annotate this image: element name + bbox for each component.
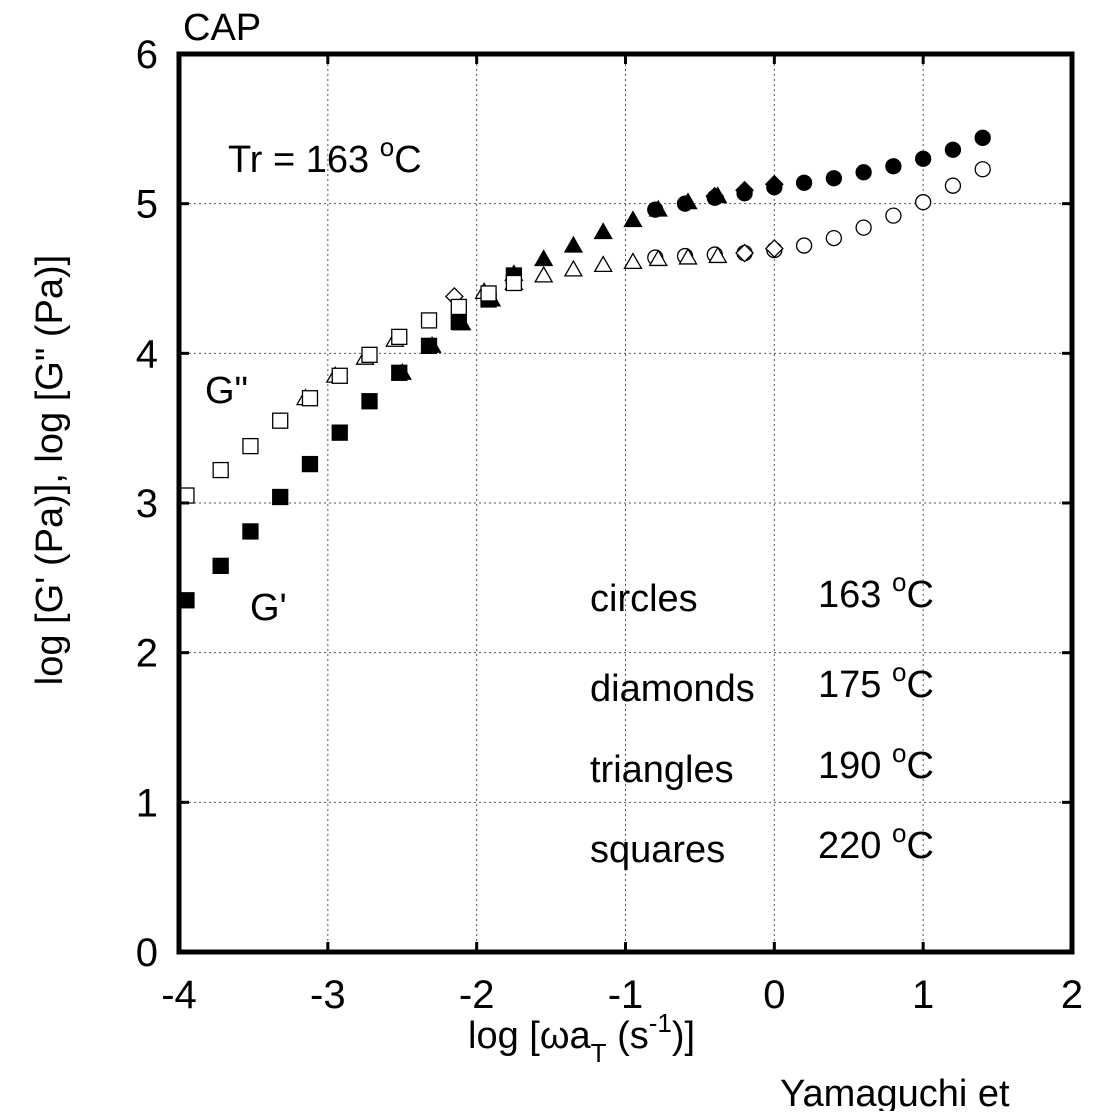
marker-square-open-4: [301, 390, 319, 407]
y-tick-label-3: 3: [136, 482, 158, 526]
marker-circle-filled-10: [944, 141, 962, 158]
x-tick-label-3: -1: [608, 973, 644, 1017]
marker-triangle-open-12: [708, 246, 728, 264]
grid-lines: [179, 54, 1072, 952]
x-tick-label-1: -3: [310, 973, 346, 1017]
marker-square-open-7: [391, 328, 408, 346]
marker-triangle-filled-10: [678, 192, 698, 210]
x-axis-label-sub: T: [591, 1038, 607, 1068]
marker-square-open-9: [450, 298, 467, 316]
legend-temp-squares: 220 oC: [818, 818, 934, 867]
y-tick-label-2: 2: [136, 632, 158, 676]
marker-circle-filled-11: [974, 129, 991, 146]
marker-triangle-open-11: [678, 247, 698, 265]
marker-triangle-filled-7: [593, 222, 613, 240]
marker-circle-open-6: [825, 229, 843, 247]
tr-annotation-unit: C: [394, 139, 421, 181]
marker-circle-open-8: [885, 207, 902, 224]
marker-triangle-filled-11: [708, 186, 728, 204]
x-axis-label-mid: (s: [607, 1015, 649, 1057]
y-tick-label-1: 1: [136, 781, 158, 825]
chart-title: CAP: [183, 7, 261, 49]
x-axis-label: log [ωaT (s-1)]: [468, 1008, 695, 1068]
marker-diamond-open-2: [764, 239, 784, 258]
y-tick-label-4: 4: [136, 332, 158, 376]
marker-circle-open-11: [974, 161, 991, 178]
marker-square-filled-7: [391, 364, 408, 381]
marker-circle-filled-5: [795, 174, 813, 191]
marker-triangle-filled-9: [648, 199, 668, 217]
tr-annotation-pre: Tr = 163: [228, 139, 380, 181]
marker-square-open-6: [361, 346, 378, 363]
marker-circle-open-9: [915, 194, 932, 211]
marker-circle-open-7: [855, 219, 872, 236]
marker-circle-open-5: [795, 237, 813, 254]
y-axis-label: log [G' (Pa)], log [G" (Pa)]: [29, 255, 71, 685]
marker-square-filled-4: [301, 455, 319, 473]
marker-square-open-10: [480, 285, 497, 302]
marker-square-filled-9: [450, 313, 467, 331]
marker-diamond-filled-1: [735, 180, 754, 200]
axis-ticks: -4 -3 -2 -1 0 1 2 0 1 2 3 4 5 6: [136, 33, 1083, 1017]
marker-triangle-open-6: [534, 265, 554, 283]
marker-circle-filled-6: [825, 170, 843, 187]
marker-square-filled-2: [242, 523, 259, 540]
x-axis-label-post: )]: [672, 1015, 695, 1057]
legend-shape-diamonds: diamonds: [590, 668, 755, 710]
g-double-prime-label: G": [205, 370, 248, 412]
marker-triangle-open-8: [593, 255, 613, 273]
footer-citation: Yamaguchi et: [780, 1073, 1010, 1111]
marker-square-open-5: [331, 367, 348, 384]
x-axis-label-sup: -1: [649, 1008, 672, 1038]
legend-temp-circles: 163 oC: [818, 567, 934, 616]
marker-circle-filled-9: [915, 150, 932, 167]
x-tick-label-6: 2: [1061, 973, 1083, 1017]
marker-triangle-filled-5: [534, 249, 554, 267]
y-tick-label-5: 5: [136, 183, 158, 227]
x-tick-label-5: 1: [912, 973, 934, 1017]
marker-square-filled-3: [272, 488, 289, 506]
marker-square-filled-5: [331, 424, 348, 441]
marker-triangle-open-10: [648, 249, 668, 267]
legend-shape-squares: squares: [590, 829, 725, 871]
marker-circle-open-10: [944, 177, 962, 194]
marker-circle-filled-8: [885, 158, 902, 175]
y-tick-label-6: 6: [136, 33, 158, 77]
legend-temp-diamonds: 175 oC: [818, 657, 934, 706]
marker-diamond-filled-2: [764, 174, 784, 194]
marker-square-open-2: [242, 437, 259, 455]
tr-annotation-sup: o: [380, 132, 394, 162]
marker-triangle-filled-8: [623, 210, 643, 228]
legend: circles 163 oC diamonds 175 oC triangles 190 …: [590, 567, 934, 871]
legend-shape-circles: circles: [590, 578, 698, 620]
marker-triangle-open-9: [623, 252, 643, 270]
legend-shape-triangles: triangles: [590, 749, 734, 791]
x-axis-label-pre: log [ωa: [468, 1015, 591, 1057]
x-tick-label-0: -4: [161, 973, 197, 1017]
marker-circle-filled-7: [855, 164, 872, 181]
marker-square-open-1: [212, 461, 229, 479]
x-tick-label-4: 0: [763, 973, 785, 1017]
marker-square-open-11: [505, 274, 523, 292]
marker-square-open-8: [420, 312, 438, 329]
marker-diamond-open-1: [735, 243, 754, 263]
legend-temp-triangles: 190 oC: [818, 738, 934, 787]
marker-triangle-filled-6: [563, 235, 584, 253]
y-tick-label-0: 0: [136, 931, 158, 975]
x-tick-label-2: -2: [459, 973, 495, 1017]
tr-annotation: Tr = 163 oC: [228, 132, 422, 181]
marker-triangle-open-7: [563, 259, 584, 277]
marker-square-filled-1: [212, 557, 229, 575]
g-prime-label: G': [250, 587, 287, 629]
marker-square-filled-6: [361, 393, 378, 410]
marker-square-filled-8: [420, 337, 438, 355]
marker-square-open-3: [272, 412, 289, 429]
data-markers: [178, 129, 991, 609]
